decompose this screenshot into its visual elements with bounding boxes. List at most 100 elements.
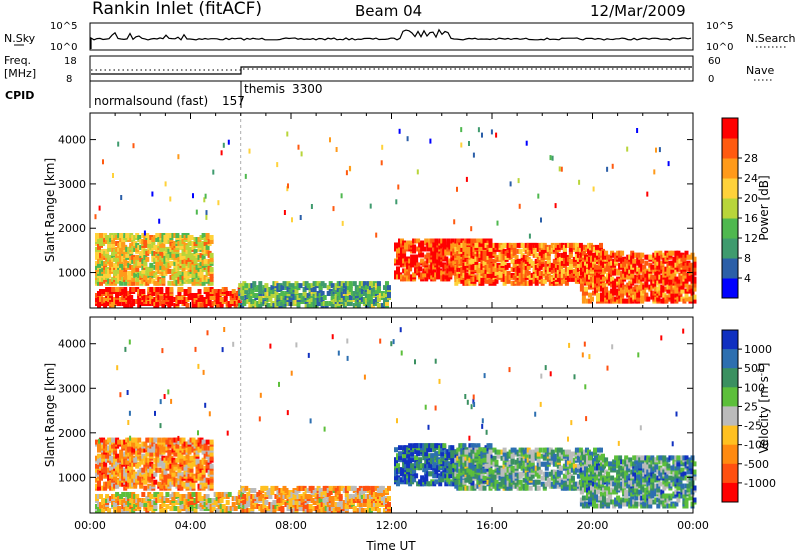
echo-cell [159,457,164,463]
echo-cell [570,276,575,282]
echo-cell [105,235,110,240]
echo-cell [340,485,345,491]
echo-cell [450,457,455,463]
echo-cell [133,437,138,443]
echo-cell [181,437,186,443]
echo-cell [209,239,214,244]
echo-cell [169,287,174,292]
echo-cell [153,471,158,477]
echo-cell [252,494,257,499]
sparse-echo-cell [335,147,338,152]
sparse-echo-cell [143,230,146,236]
echo-cell [596,292,600,298]
echo-cell [406,453,411,459]
echo-cell [599,242,603,248]
echo-cell [540,242,545,248]
echo-cell [400,254,404,260]
echo-cell [135,280,140,286]
echo-cell [546,254,551,260]
echo-cell [566,276,571,282]
sparse-echo-cell [283,210,286,215]
sparse-echo-cell [397,184,400,190]
echo-cell [434,479,439,485]
echo-cell [436,252,441,258]
sparse-echo-cell [205,214,208,220]
freq-tick-bottom: 8 [66,74,72,85]
echo-cell [684,250,689,256]
echo-cell [464,272,469,278]
echo-cell [209,477,214,483]
echo-cell [424,276,429,282]
echo-cell [424,477,429,483]
echo-cell [500,276,505,282]
echo-cell [680,288,685,294]
echo-cell [179,479,184,485]
echo-cell [99,502,103,507]
echo-cell [630,272,635,278]
echo-cell [376,281,381,287]
echo-cell [149,295,154,300]
echo-cell [111,239,116,244]
echo-cell [117,506,122,511]
echo-cell [622,284,627,290]
echo-cell [508,248,513,254]
echo-cell [260,485,265,491]
echo-cell [512,248,517,254]
echo-cell [406,270,411,276]
sparse-echo-cell [398,128,401,134]
nsky-trace [90,28,692,49]
echo-cell [143,260,148,266]
echo-cell [157,437,162,443]
nsky-tick-bottom: 10^0 [50,42,77,53]
echo-cell [215,303,220,308]
echo-cell [620,250,625,256]
y-tick-label: 3000 [58,178,86,191]
echo-cell [185,274,190,280]
echo-cell [252,281,257,287]
echo-cell [622,272,627,278]
echo-cell [632,258,637,264]
echo-cell [270,285,275,291]
echo-cell [352,281,357,287]
echo-cell [119,258,124,264]
echo-cell [197,289,202,294]
echo-cell [460,246,465,252]
echo-cell [209,483,214,489]
echo-cell [153,437,158,443]
echo-cell [428,242,433,248]
echo-cell [394,242,398,248]
echo-cell [264,485,269,491]
echo-cell [177,299,182,304]
echo-cell [161,264,166,270]
echo-cell [209,455,214,461]
echo-cell [340,291,345,296]
echo-cell [370,485,375,491]
echo-cell [181,494,186,499]
echo-cell [512,242,517,248]
cpid-seg2-id: 3300 [292,82,323,96]
echo-cell [556,252,561,258]
echo-cell [602,290,606,296]
echo-cell [450,256,455,262]
echo-cell [155,260,160,266]
echo-cell [177,295,182,300]
echo-cell [149,266,154,272]
echo-cell [213,289,218,294]
echo-cell [662,270,667,276]
echo-cell [105,494,110,499]
sparse-echo-cell [636,128,639,133]
echo-cell [219,508,224,513]
echo-cell [149,287,154,292]
sparse-echo-cell [611,163,614,169]
echo-cell [179,457,184,463]
echo-cell [159,483,164,489]
echo-cell [119,297,124,302]
echo-cell [155,233,160,238]
echo-cell [682,260,687,266]
sparse-echo-cell [203,197,206,203]
echo-cell [139,256,144,262]
echo-cell [579,282,584,288]
echo-cell [141,268,146,274]
sparse-echo-cell [222,142,225,148]
echo-cell [366,500,371,505]
